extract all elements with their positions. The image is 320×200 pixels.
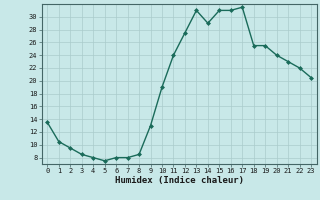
X-axis label: Humidex (Indice chaleur): Humidex (Indice chaleur) (115, 176, 244, 185)
